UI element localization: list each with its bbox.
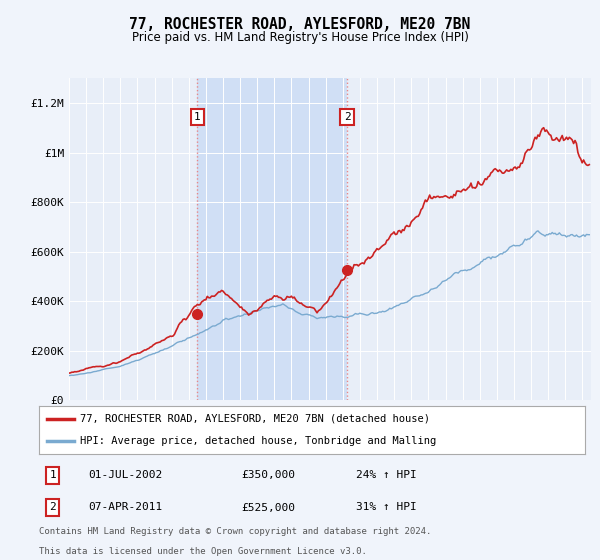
Text: 77, ROCHESTER ROAD, AYLESFORD, ME20 7BN (detached house): 77, ROCHESTER ROAD, AYLESFORD, ME20 7BN … bbox=[80, 414, 430, 424]
Text: 77, ROCHESTER ROAD, AYLESFORD, ME20 7BN: 77, ROCHESTER ROAD, AYLESFORD, ME20 7BN bbox=[130, 17, 470, 32]
Text: This data is licensed under the Open Government Licence v3.0.: This data is licensed under the Open Gov… bbox=[39, 547, 367, 556]
Text: HPI: Average price, detached house, Tonbridge and Malling: HPI: Average price, detached house, Tonb… bbox=[80, 436, 436, 446]
Text: 1: 1 bbox=[49, 470, 56, 480]
Text: 24% ↑ HPI: 24% ↑ HPI bbox=[356, 470, 416, 480]
Text: 31% ↑ HPI: 31% ↑ HPI bbox=[356, 502, 416, 512]
Text: Price paid vs. HM Land Registry's House Price Index (HPI): Price paid vs. HM Land Registry's House … bbox=[131, 31, 469, 44]
Text: 07-APR-2011: 07-APR-2011 bbox=[88, 502, 163, 512]
Text: 2: 2 bbox=[49, 502, 56, 512]
Text: Contains HM Land Registry data © Crown copyright and database right 2024.: Contains HM Land Registry data © Crown c… bbox=[39, 528, 431, 536]
Text: 1: 1 bbox=[194, 112, 201, 122]
Text: £525,000: £525,000 bbox=[241, 502, 295, 512]
Text: 01-JUL-2002: 01-JUL-2002 bbox=[88, 470, 163, 480]
Text: £350,000: £350,000 bbox=[241, 470, 295, 480]
Bar bbox=[197, 78, 347, 400]
Text: 2: 2 bbox=[344, 112, 350, 122]
